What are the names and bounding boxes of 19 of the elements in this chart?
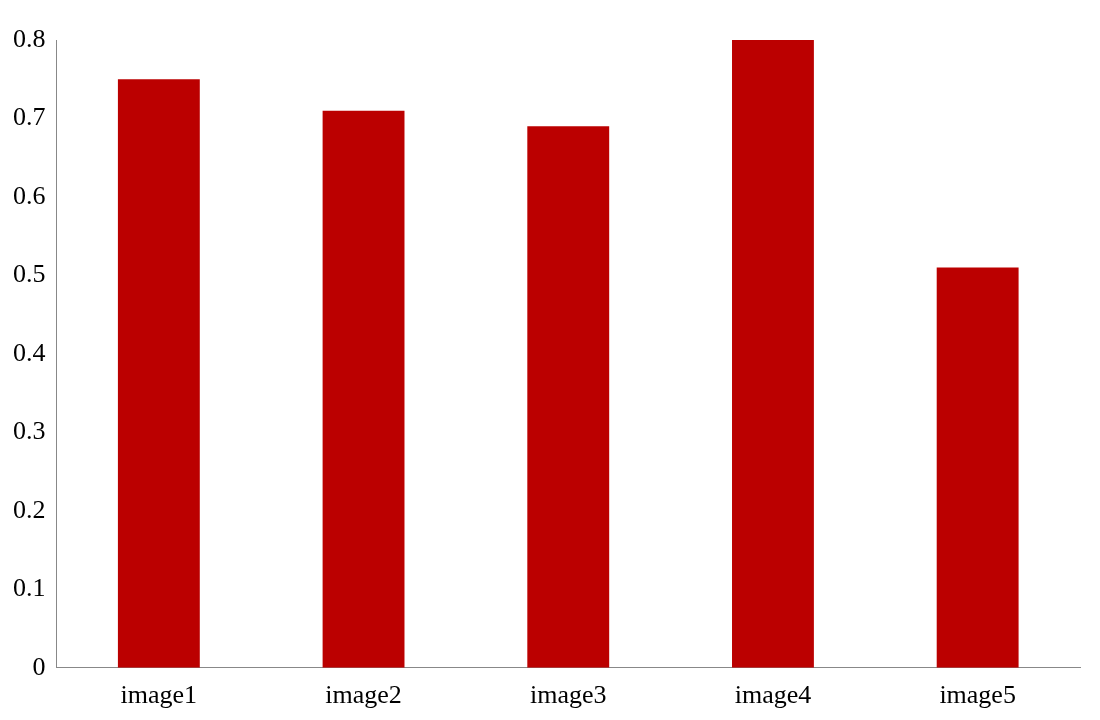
bar [732,40,814,668]
y-tick-label: 0 [32,651,46,681]
y-tick-label: 0.2 [13,494,46,524]
y-tick-label: 0.7 [13,102,46,132]
x-tick-label: image3 [529,680,607,710]
x-tick-label: image5 [939,680,1016,710]
y-tick-label: 0.5 [13,259,46,289]
bar [936,267,1019,668]
x-tick-label: image4 [734,680,812,710]
bar [117,79,200,668]
bar [527,126,610,668]
y-tick-label: 0.1 [13,573,46,603]
y-tick-label: 0.4 [13,337,46,367]
x-tick-label: image1 [120,680,198,710]
x-tick-label: image2 [325,680,402,710]
bar [322,110,405,668]
y-tick-label: 0.6 [13,180,46,210]
y-tick-label: 0.8 [13,23,46,53]
y-tick-label: 0.3 [13,416,46,446]
